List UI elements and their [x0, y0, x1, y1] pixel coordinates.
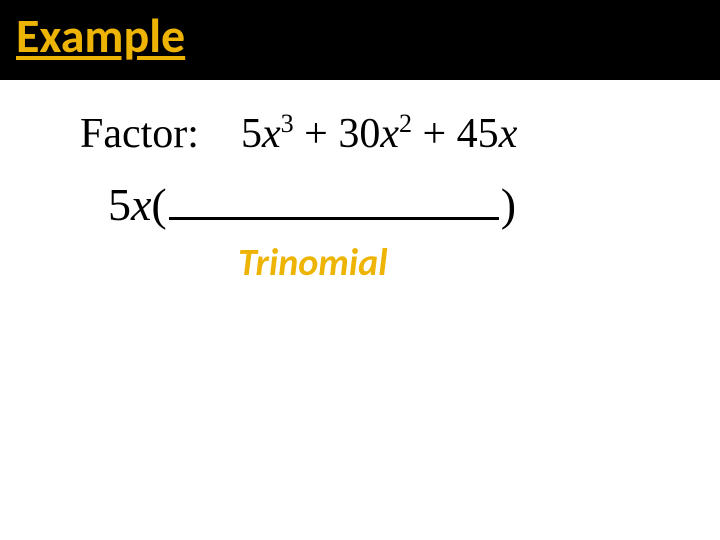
- problem-gap: [209, 111, 230, 157]
- annotation-trinomial: Trinomial: [238, 240, 388, 286]
- factored-leading: 5x: [108, 179, 151, 230]
- problem-expression: 5x3 + 30x2 + 45x: [241, 111, 517, 157]
- factored-line: 5x(): [108, 178, 516, 231]
- open-paren: (: [151, 179, 166, 230]
- close-paren: ): [501, 179, 516, 230]
- problem-line: Factor: 5x3 + 30x2 + 45x: [80, 110, 517, 158]
- problem-label: Factor:: [80, 111, 199, 157]
- slide-title: Example: [16, 6, 185, 65]
- blank-underline: [169, 181, 499, 220]
